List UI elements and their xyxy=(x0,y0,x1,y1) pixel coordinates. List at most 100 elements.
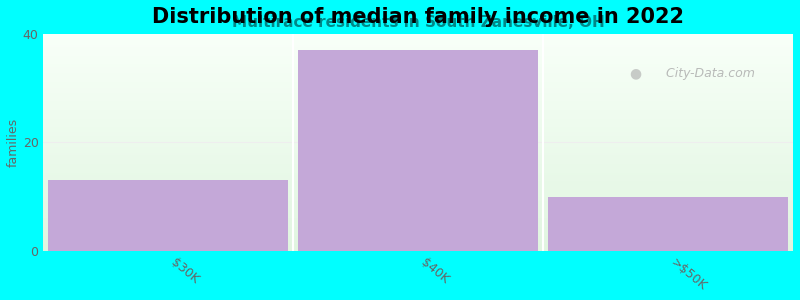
Bar xyxy=(43,216,793,218)
Bar xyxy=(43,160,793,162)
Bar xyxy=(43,88,793,90)
Bar xyxy=(43,182,793,184)
Y-axis label: families: families xyxy=(7,118,20,167)
Bar xyxy=(43,212,793,214)
Bar xyxy=(43,69,793,71)
Bar xyxy=(43,203,793,205)
Bar xyxy=(43,208,793,210)
Bar xyxy=(43,201,793,203)
Bar xyxy=(43,147,793,149)
Bar xyxy=(43,134,793,136)
Bar xyxy=(43,179,793,182)
Bar xyxy=(43,140,793,142)
Bar xyxy=(43,236,793,238)
Title: Distribution of median family income in 2022: Distribution of median family income in … xyxy=(152,7,684,27)
Bar xyxy=(43,103,793,106)
Bar xyxy=(43,249,793,251)
Bar xyxy=(43,114,793,116)
Text: City-Data.com: City-Data.com xyxy=(658,67,755,80)
Bar xyxy=(43,145,793,147)
Bar xyxy=(43,175,793,177)
Bar xyxy=(43,58,793,60)
Bar xyxy=(43,36,793,38)
Bar xyxy=(43,214,793,216)
Bar xyxy=(43,238,793,240)
Bar xyxy=(43,223,793,225)
Bar xyxy=(43,56,793,58)
Bar xyxy=(43,196,793,199)
Bar xyxy=(43,97,793,99)
Bar xyxy=(43,242,793,244)
Bar xyxy=(43,67,793,69)
Bar xyxy=(43,110,793,112)
Bar xyxy=(43,127,793,129)
Bar xyxy=(43,190,793,192)
Bar xyxy=(43,95,793,97)
Bar xyxy=(43,75,793,77)
Bar xyxy=(43,112,793,114)
Bar xyxy=(43,225,793,227)
Bar xyxy=(43,80,793,82)
Bar xyxy=(43,153,793,155)
Bar xyxy=(43,93,793,95)
Bar xyxy=(43,138,793,140)
Bar xyxy=(43,155,793,158)
Bar xyxy=(43,82,793,84)
Bar xyxy=(43,64,793,67)
Bar xyxy=(43,194,793,196)
Bar xyxy=(43,38,793,40)
Bar xyxy=(43,158,793,160)
Bar xyxy=(298,50,538,251)
Bar xyxy=(43,45,793,47)
Bar xyxy=(43,227,793,229)
Bar xyxy=(43,184,793,186)
Bar xyxy=(43,173,793,175)
Bar xyxy=(43,125,793,127)
Bar xyxy=(49,180,288,251)
Bar xyxy=(43,199,793,201)
Bar xyxy=(43,136,793,138)
Bar xyxy=(43,162,793,164)
Bar xyxy=(43,164,793,166)
Bar xyxy=(43,233,793,236)
Bar xyxy=(43,220,793,223)
Bar xyxy=(43,118,793,121)
Bar xyxy=(43,43,793,45)
Bar xyxy=(43,166,793,169)
Bar xyxy=(43,186,793,188)
Bar xyxy=(43,106,793,108)
Bar xyxy=(43,51,793,54)
Bar xyxy=(43,151,793,153)
Bar xyxy=(43,49,793,51)
Bar xyxy=(43,132,793,134)
Bar xyxy=(43,116,793,119)
Bar xyxy=(43,169,793,171)
Bar xyxy=(43,231,793,233)
Bar xyxy=(548,196,788,251)
Bar xyxy=(43,47,793,49)
Text: Multirace residents in South Zanesville, OH: Multirace residents in South Zanesville,… xyxy=(232,15,605,30)
Bar xyxy=(43,192,793,194)
Bar xyxy=(43,86,793,88)
Bar xyxy=(43,205,793,208)
Bar xyxy=(43,34,793,36)
Bar xyxy=(43,62,793,64)
Bar xyxy=(43,121,793,123)
Bar xyxy=(43,60,793,62)
Bar xyxy=(43,149,793,151)
Bar xyxy=(43,73,793,75)
Bar xyxy=(43,188,793,190)
Bar xyxy=(43,54,793,56)
Bar xyxy=(43,90,793,93)
Bar xyxy=(43,40,793,43)
Bar xyxy=(43,244,793,247)
Bar xyxy=(43,247,793,249)
Bar xyxy=(43,123,793,125)
Bar xyxy=(43,229,793,231)
Bar xyxy=(43,210,793,212)
Bar xyxy=(43,108,793,110)
Bar xyxy=(43,240,793,242)
Bar xyxy=(43,171,793,173)
Bar xyxy=(43,177,793,179)
Bar xyxy=(43,99,793,101)
